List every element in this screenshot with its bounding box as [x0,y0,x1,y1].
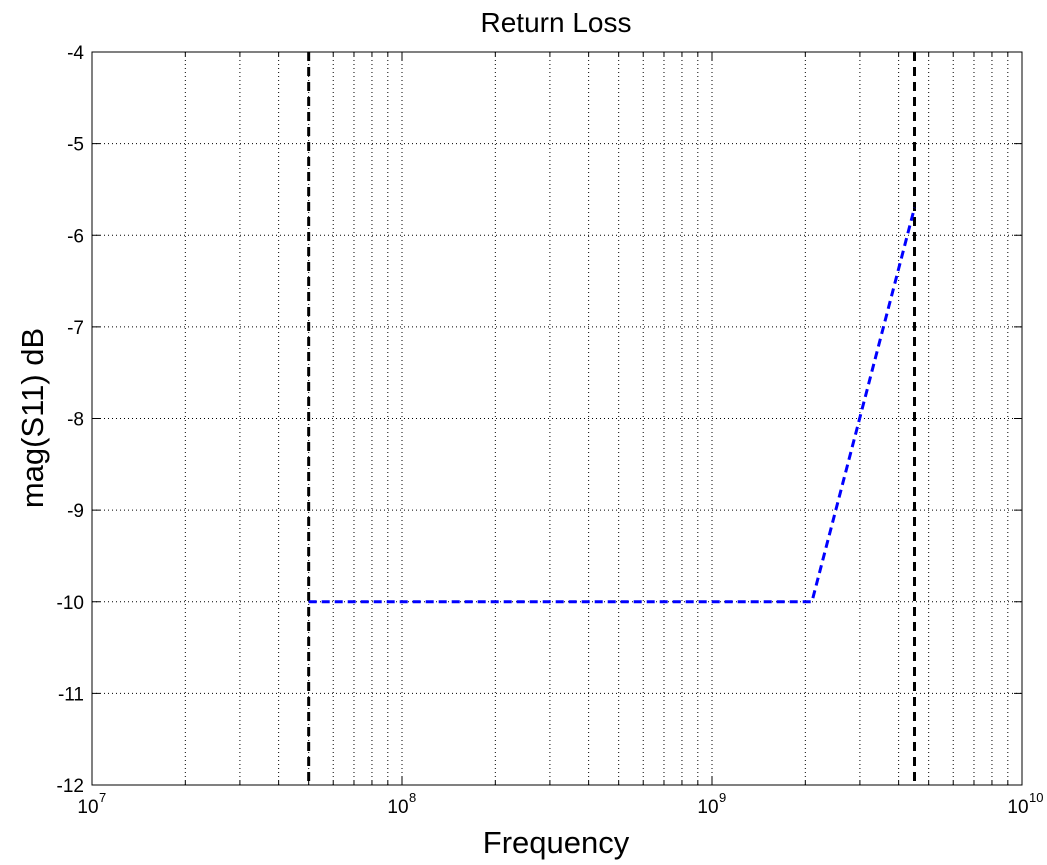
x-tick-exponent: 9 [719,790,726,805]
series-line-1 [308,207,916,604]
chart-title: Return Loss [481,7,632,38]
y-tick-label: -9 [67,501,84,522]
y-axis-label: mag(S11) dB [15,328,50,508]
y-tick-label: -10 [57,593,84,614]
y-tick-label: -12 [57,776,84,797]
x-tick-exponent: 8 [409,790,416,805]
x-tick-exponent: 7 [99,790,106,805]
x-tick-label: 10 [1007,797,1028,818]
y-tick-label: -11 [58,684,84,705]
series-group [308,207,916,604]
x-tick-label: 10 [77,797,98,818]
y-tick-label: -4 [67,43,84,64]
axis-ticks: -12-11-10-9-8-7-6-5-410 7 10 8 10 9 10 10 [57,43,1044,818]
x-tick-label: 10 [387,797,408,818]
y-tick-label: -5 [67,135,84,156]
x-tick-exponent: 10 [1029,790,1043,805]
y-tick-label: -7 [67,318,84,339]
grid-lines [92,52,1022,785]
y-tick-label: -8 [67,410,84,431]
x-axis-label: Frequency [483,825,630,860]
y-tick-label: -6 [67,226,84,247]
marker-lines [307,52,916,785]
x-tick-label: 10 [697,797,718,818]
